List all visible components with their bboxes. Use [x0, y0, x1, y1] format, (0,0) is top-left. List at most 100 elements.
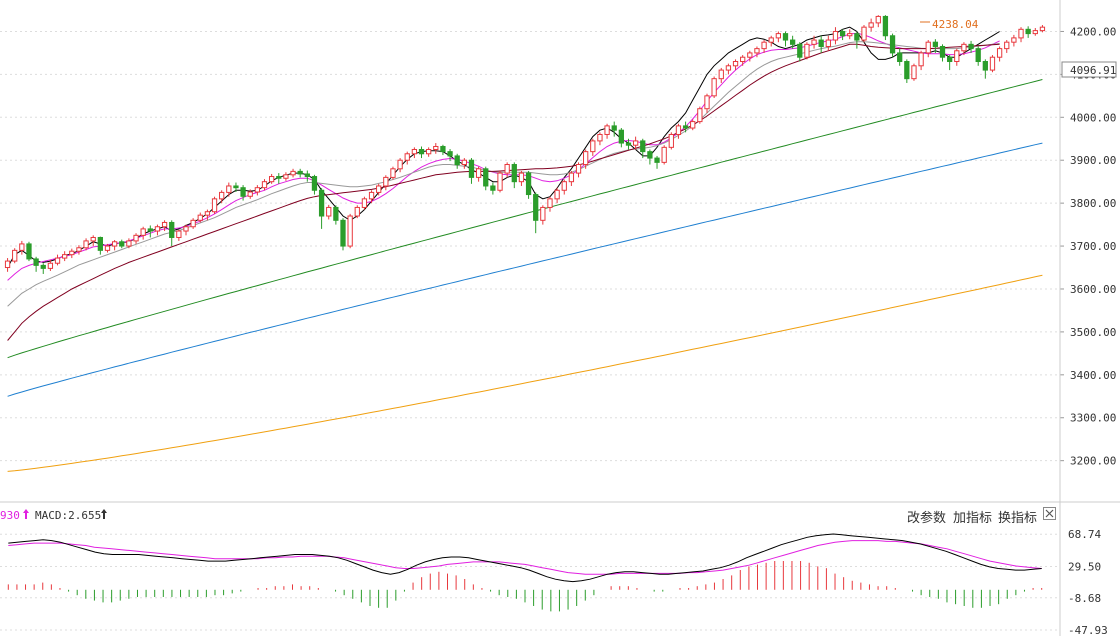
candle-body — [340, 219, 346, 247]
candle-body — [775, 33, 782, 39]
candle-body — [169, 221, 175, 238]
switch-indicator-button[interactable]: 换指标 — [998, 511, 1038, 526]
candle-body — [711, 78, 717, 97]
candle-body — [161, 221, 168, 228]
candle-body — [326, 206, 332, 217]
candle-body — [754, 48, 760, 54]
candle-body — [533, 194, 539, 221]
candle-body — [426, 148, 432, 155]
candle-body — [575, 164, 582, 174]
modify-params-button[interactable]: 改参数 — [907, 511, 947, 526]
macd-y-tick-label: -47.93 — [1068, 624, 1108, 636]
candle-body — [268, 176, 275, 183]
candle-body — [176, 230, 182, 238]
moving-average-lines — [7, 26, 1043, 472]
candle-body — [147, 228, 153, 232]
candle-body — [632, 140, 639, 146]
candle-body — [625, 142, 632, 146]
candle-body — [104, 245, 111, 251]
macd-header: 930 MACD:2.655 — [0, 509, 107, 522]
candle-body — [211, 198, 218, 213]
candle-body — [604, 125, 610, 135]
candle-body — [654, 157, 660, 163]
candle-body — [718, 69, 724, 80]
candle-body — [747, 52, 753, 58]
y-tick-label: 3500.00 — [1070, 326, 1116, 339]
candle-body — [832, 30, 839, 41]
candle-body — [333, 206, 339, 221]
candle-body — [261, 181, 268, 189]
candle-body — [154, 226, 161, 232]
last-price-badge: 4096.91 — [1070, 64, 1116, 77]
candle-body — [996, 48, 1003, 58]
candle-body — [97, 236, 103, 251]
candle-body — [69, 250, 75, 256]
candle-body — [240, 187, 246, 197]
y-tick-label: 4000.00 — [1070, 111, 1116, 124]
candle-body — [640, 140, 646, 153]
candle-body — [704, 95, 710, 110]
candle-body — [939, 45, 946, 58]
candle-body — [347, 215, 353, 247]
candle-body — [511, 164, 517, 183]
close-icon[interactable] — [1043, 507, 1056, 520]
candle-body — [1039, 26, 1046, 32]
candle-body — [918, 52, 924, 67]
candle-body — [647, 151, 653, 159]
macd-y-tick-label: -8.68 — [1068, 592, 1101, 605]
y-tick-label: 3600.00 — [1070, 283, 1116, 296]
candle-body — [547, 198, 553, 208]
candle-body — [661, 146, 667, 163]
candle-body — [411, 148, 418, 155]
candle-body — [583, 151, 589, 166]
candle-body — [561, 181, 567, 191]
candle-body — [782, 33, 789, 41]
candle-body — [283, 174, 289, 179]
candle-body — [590, 140, 596, 153]
candle-body — [1025, 28, 1031, 35]
candle-body — [183, 226, 189, 232]
candle-body — [447, 151, 453, 157]
candle-body — [433, 145, 439, 150]
add-indicator-button[interactable]: 加指标 — [953, 511, 993, 526]
candle-body — [83, 240, 89, 249]
candle-body — [839, 30, 846, 37]
candle-body — [854, 33, 860, 41]
main-y-axis: 4200.004100.004000.003900.003800.003700.… — [1060, 25, 1116, 468]
candle-body — [989, 56, 996, 71]
peak-annotation-label: 4238.04 — [932, 18, 979, 31]
candle-body — [761, 41, 767, 50]
candle-body — [297, 170, 303, 175]
candle-body — [47, 262, 54, 269]
candle-body — [311, 176, 318, 191]
candle-body — [525, 172, 532, 196]
candle-body — [1011, 37, 1017, 43]
candle-body — [675, 125, 682, 135]
candle-body — [818, 39, 824, 47]
candle-body — [682, 125, 689, 129]
candle-body — [947, 56, 953, 63]
macd-y-tick-label: 29.50 — [1068, 560, 1101, 573]
y-tick-label: 3200.00 — [1070, 455, 1116, 468]
candle-body — [454, 155, 460, 166]
candle-body — [204, 211, 211, 216]
candle-body — [732, 61, 739, 67]
macd-y-tick-label: 68.74 — [1068, 528, 1101, 541]
candle-body — [233, 185, 239, 189]
candle-body — [304, 173, 310, 178]
y-tick-label: 3900.00 — [1070, 154, 1116, 167]
candle-body — [968, 43, 974, 50]
candle-body — [219, 191, 225, 200]
candle-body — [276, 176, 282, 179]
dea-line — [8, 540, 1042, 575]
macd-y-axis: 68.74 29.50 -8.68 -47.93 — [1068, 528, 1108, 636]
candle-body — [62, 254, 68, 259]
candle-body — [490, 185, 496, 191]
candle-body — [518, 172, 525, 183]
y-tick-label: 3300.00 — [1070, 412, 1116, 425]
candle-body — [19, 243, 25, 251]
candle-body — [811, 39, 817, 45]
candle-body — [789, 39, 796, 45]
candle-body — [461, 159, 467, 166]
